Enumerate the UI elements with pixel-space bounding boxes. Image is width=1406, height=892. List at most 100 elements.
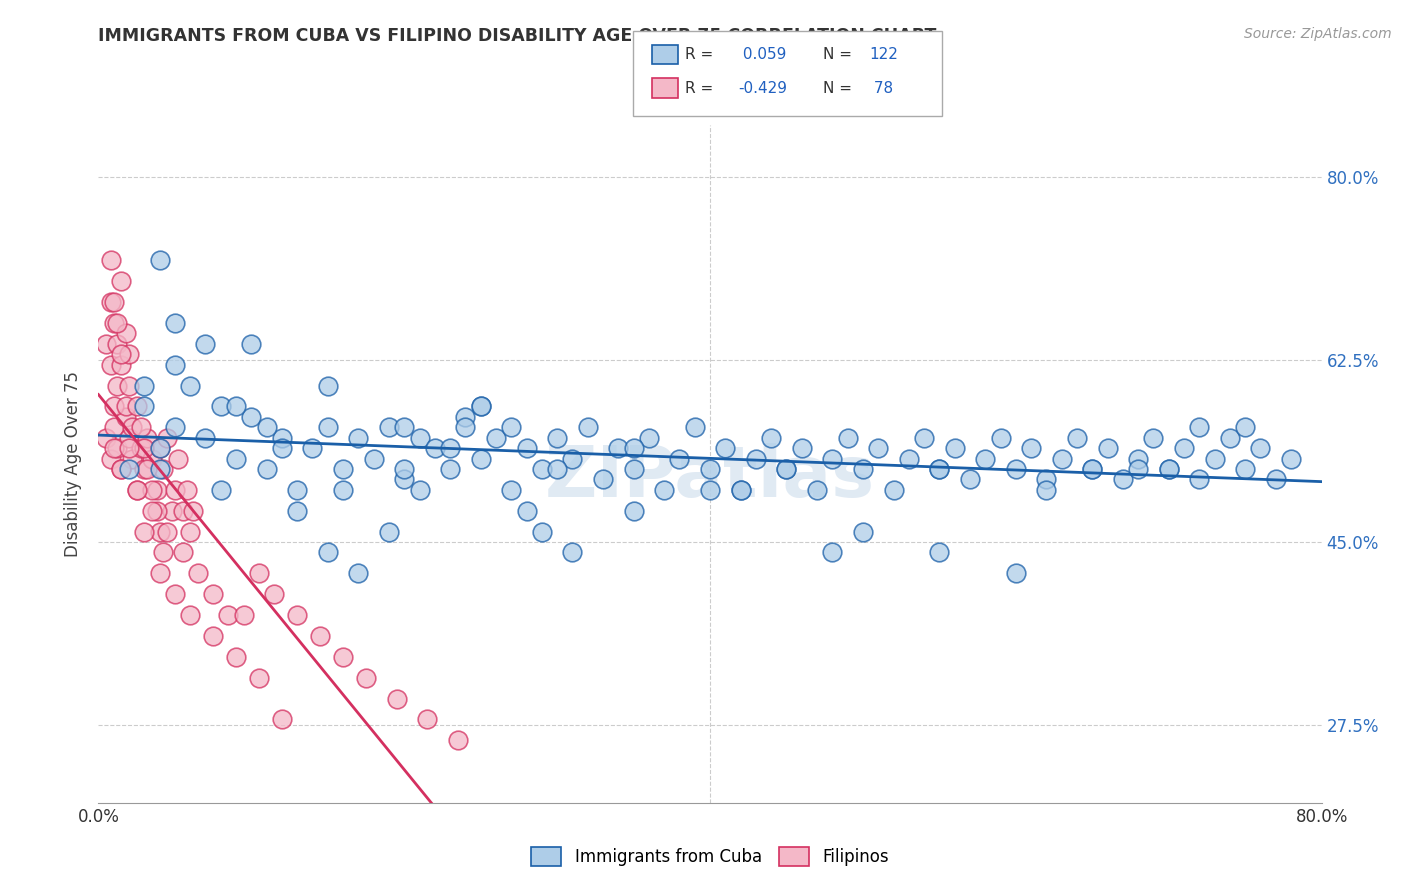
Point [959, 473, 981, 487]
Point [134, 378, 156, 392]
Point [1004, 566, 1026, 581]
Point [439, 441, 461, 455]
Point [115, 409, 138, 424]
Point [775, 462, 797, 476]
Point [408, 431, 430, 445]
Point [1128, 451, 1150, 466]
Point [256, 462, 278, 476]
Point [699, 462, 721, 476]
Point [392, 473, 416, 487]
Point [115, 326, 138, 341]
Point [806, 483, 828, 497]
Point [285, 608, 308, 623]
Point [392, 420, 416, 434]
Point [118, 431, 141, 445]
Point [530, 524, 553, 539]
Point [378, 524, 401, 539]
Point [408, 483, 430, 497]
Point [1234, 420, 1257, 434]
Point [125, 483, 148, 497]
Point [990, 431, 1012, 445]
Point [1142, 431, 1164, 445]
Point [974, 451, 997, 466]
Point [176, 483, 198, 497]
Point [1081, 462, 1104, 476]
Point [141, 451, 163, 466]
Point [100, 358, 122, 372]
Point [454, 420, 477, 434]
Point [607, 441, 630, 455]
Text: 0.059: 0.059 [738, 47, 786, 62]
Point [172, 504, 194, 518]
Point [103, 420, 125, 434]
Text: 122: 122 [869, 47, 898, 62]
Point [247, 671, 270, 685]
Point [125, 483, 148, 497]
Point [454, 409, 477, 424]
Point [100, 295, 122, 310]
Point [623, 504, 645, 518]
Point [576, 420, 599, 434]
Point [1173, 441, 1195, 455]
Point [209, 483, 232, 497]
Point [309, 629, 332, 643]
Point [1157, 462, 1180, 476]
Y-axis label: Disability Age Over 75: Disability Age Over 75 [65, 371, 83, 557]
Point [316, 378, 339, 392]
Point [530, 462, 553, 476]
Point [623, 441, 645, 455]
Point [256, 420, 278, 434]
Point [179, 378, 201, 392]
Point [623, 462, 645, 476]
Point [1249, 441, 1271, 455]
Point [187, 566, 209, 581]
Point [470, 400, 492, 414]
Point [363, 451, 385, 466]
Point [149, 253, 172, 268]
Point [501, 483, 523, 497]
Text: -0.429: -0.429 [738, 81, 787, 95]
Point [347, 431, 370, 445]
Point [316, 420, 339, 434]
Point [1188, 473, 1211, 487]
Point [163, 587, 186, 601]
Point [129, 441, 152, 455]
Point [149, 566, 172, 581]
Point [94, 431, 117, 445]
Point [202, 587, 225, 601]
Point [105, 316, 128, 330]
Point [821, 545, 844, 559]
Point [1081, 462, 1104, 476]
Text: Source: ZipAtlas.com: Source: ZipAtlas.com [1244, 27, 1392, 41]
Point [129, 420, 152, 434]
Point [136, 431, 159, 445]
Point [110, 274, 132, 288]
Point [821, 451, 844, 466]
Point [316, 545, 339, 559]
Point [775, 462, 797, 476]
Point [134, 524, 156, 539]
Point [928, 462, 950, 476]
Point [149, 441, 172, 455]
Point [240, 409, 263, 424]
Point [592, 473, 614, 487]
Point [217, 608, 239, 623]
Point [516, 441, 538, 455]
Point [652, 483, 675, 497]
Text: IMMIGRANTS FROM CUBA VS FILIPINO DISABILITY AGE OVER 75 CORRELATION CHART: IMMIGRANTS FROM CUBA VS FILIPINO DISABIL… [98, 27, 936, 45]
Point [501, 420, 523, 434]
Point [332, 483, 354, 497]
Point [1264, 473, 1286, 487]
Text: ZIPatlas: ZIPatlas [546, 443, 875, 512]
Point [1157, 462, 1180, 476]
Point [1279, 451, 1302, 466]
Point [332, 462, 354, 476]
Text: 78: 78 [869, 81, 893, 95]
Point [156, 431, 179, 445]
Point [285, 504, 308, 518]
Point [115, 400, 138, 414]
Point [423, 441, 446, 455]
Point [485, 431, 508, 445]
Point [94, 337, 117, 351]
Point [163, 358, 186, 372]
